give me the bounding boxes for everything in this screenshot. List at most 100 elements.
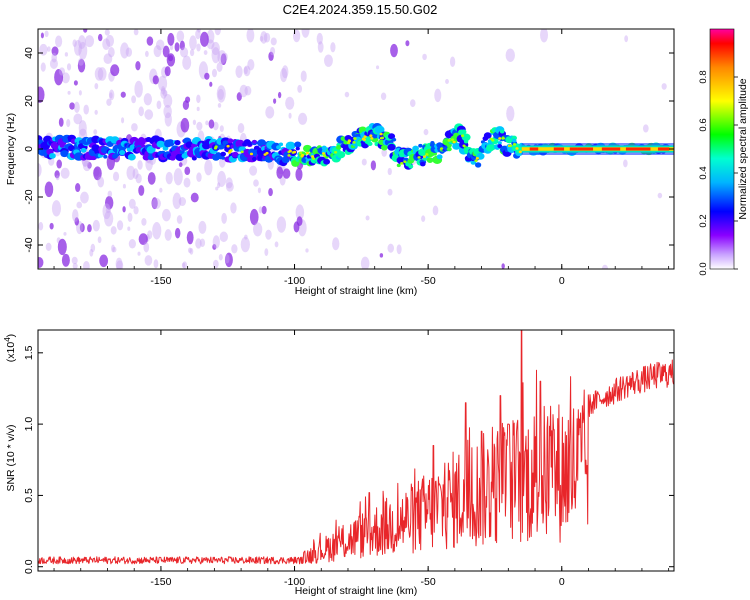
spectrogram-highlight bbox=[300, 154, 304, 158]
spectrogram-noise-blob bbox=[44, 181, 54, 198]
spectrogram-noise-blob bbox=[38, 257, 44, 269]
spectrogram-noise-blob bbox=[104, 196, 114, 210]
spectrogram-highlight bbox=[226, 144, 230, 148]
y-tick-label: 40 bbox=[23, 47, 35, 59]
spectrogram-highlight bbox=[311, 157, 316, 160]
spectrogram-noise-blob bbox=[361, 158, 367, 166]
spectrogram-noise-blob bbox=[196, 106, 200, 112]
spectrogram-noise-blob bbox=[211, 41, 220, 56]
spectrogram-noise-blob bbox=[80, 191, 89, 204]
spectrogram-ridge-blob bbox=[497, 143, 503, 149]
spectrogram-noise-blob bbox=[97, 67, 107, 81]
spectrogram-highlight bbox=[298, 151, 303, 155]
spectrogram-ridge-blob bbox=[418, 143, 423, 148]
spectrogram-noise-blob bbox=[164, 112, 172, 127]
spectrogram-noise-blob bbox=[196, 172, 202, 183]
spectrogram-noise-blob bbox=[40, 62, 46, 72]
spectrogram-noise-blob bbox=[66, 63, 72, 71]
spectrogram-highlight bbox=[515, 147, 519, 150]
spectrogram-noise-blob bbox=[195, 238, 202, 249]
spectrogram-noise-blob bbox=[268, 51, 274, 61]
spectrogram-ridge-blob bbox=[285, 141, 296, 150]
spectrogram-noise-blob bbox=[102, 38, 111, 50]
spectrogram-noise-blob bbox=[268, 188, 273, 197]
spectrogram-noise-blob bbox=[138, 233, 148, 245]
colorbar-gradient bbox=[709, 28, 735, 270]
spectrogram-noise-blob bbox=[199, 238, 206, 248]
colorbar-tick-label: 0.2 bbox=[698, 214, 709, 227]
spectrogram-noise-blob bbox=[78, 58, 84, 66]
spectrogram-noise-blob bbox=[259, 35, 264, 42]
spectrogram-noise-blob bbox=[296, 216, 303, 227]
spectrogram-noise-blob bbox=[97, 176, 105, 188]
spectrogram-noise-blob bbox=[176, 215, 183, 224]
spectrogram-noise-blob bbox=[235, 65, 243, 79]
spectrogram-noise-blob bbox=[49, 222, 54, 230]
spectrogram-noise-blob bbox=[240, 236, 250, 253]
spectrogram-noise-blob bbox=[174, 227, 181, 239]
spectrogram-noise-blob bbox=[66, 119, 71, 128]
spectrogram-noise-blob bbox=[196, 121, 203, 131]
spectrogram-highlight bbox=[439, 147, 444, 150]
spectrogram-noise-blob bbox=[365, 215, 370, 221]
spectrogram-highlight bbox=[288, 149, 292, 153]
spectrogram-noise-blob bbox=[93, 129, 98, 135]
spectrogram-noise-blob bbox=[316, 32, 323, 45]
spectrogram-noise-blob bbox=[182, 55, 192, 70]
spectrogram-noise-blob bbox=[127, 226, 131, 231]
spectrogram-noise-blob bbox=[423, 128, 429, 136]
spectrogram-noise-blob bbox=[182, 100, 190, 110]
spectrogram-noise-blob bbox=[244, 234, 248, 240]
spectrogram-noise-blob bbox=[172, 192, 182, 210]
spectrogram-noise-blob bbox=[97, 33, 103, 42]
spectrogram-noise-blob bbox=[387, 188, 393, 196]
spectrogram-highlight bbox=[512, 143, 517, 146]
spectrogram-highlight bbox=[240, 150, 244, 154]
spectrogram-highlight bbox=[370, 137, 374, 140]
spectrogram-ridge-blob bbox=[436, 154, 443, 160]
x-tick-label: -50 bbox=[421, 275, 436, 287]
spectrogram-ridge-blob bbox=[49, 152, 56, 159]
spectrogram-ridge-blob bbox=[452, 142, 461, 150]
spectrogram-ridge-blob bbox=[59, 143, 65, 148]
spectrogram-noise-blob bbox=[127, 212, 133, 222]
spectrogram-noise-blob bbox=[220, 53, 227, 66]
spectrogram-noise-blob bbox=[102, 203, 111, 220]
spectrogram-ridge-blob bbox=[489, 144, 497, 151]
spectrogram-noise-blob bbox=[147, 230, 153, 240]
spectrogram-ridge-blob bbox=[80, 147, 87, 153]
spectrogram-ridge-blob bbox=[246, 141, 253, 147]
spectrogram-noise-blob bbox=[180, 117, 190, 133]
spectrogram-noise-blob bbox=[87, 162, 92, 169]
spectrogram-highlight bbox=[352, 141, 356, 144]
spectrogram-ridge-blob bbox=[511, 138, 517, 143]
spectrogram-noise-blob bbox=[120, 42, 129, 59]
spectrogram-ridge-blob bbox=[156, 140, 165, 148]
carrier-peak bbox=[641, 147, 651, 151]
spectrogram-noise-blob bbox=[112, 246, 117, 253]
spectrogram-noise-blob bbox=[178, 162, 183, 168]
spectrogram-noise-blob bbox=[178, 197, 187, 207]
spectrogram-noise-blob bbox=[505, 48, 515, 63]
spectrogram-noise-blob bbox=[214, 29, 221, 36]
spectrogram-noise-blob bbox=[64, 52, 69, 57]
spectrogram-highlight bbox=[363, 135, 367, 138]
spectrogram-noise-blob bbox=[390, 43, 398, 58]
spectrogram-noise-blob bbox=[204, 72, 210, 80]
spectrogram-noise-blob bbox=[47, 46, 51, 52]
spectrogram-noise-blob bbox=[126, 165, 136, 180]
spectrogram-ridge-blob bbox=[336, 151, 346, 159]
spectrogram-noise-blob bbox=[295, 168, 303, 181]
spectrogram-noise-blob bbox=[153, 259, 159, 269]
spectrogram-noise-blob bbox=[163, 94, 173, 108]
snr-y-label: SNR (10 * v/v) bbox=[5, 424, 17, 491]
snr-x-ticks: -150 -100 -50 0 bbox=[53, 330, 670, 588]
spectrogram-noise-blob bbox=[89, 248, 94, 257]
spectrogram-marks bbox=[38, 29, 674, 269]
spectrogram-highlight bbox=[422, 155, 427, 158]
spectrogram-ridge-blob bbox=[60, 150, 69, 158]
spectrogram-noise-blob bbox=[146, 36, 154, 46]
spectrogram-noise-blob bbox=[168, 55, 174, 62]
carrier-peak bbox=[625, 147, 638, 151]
